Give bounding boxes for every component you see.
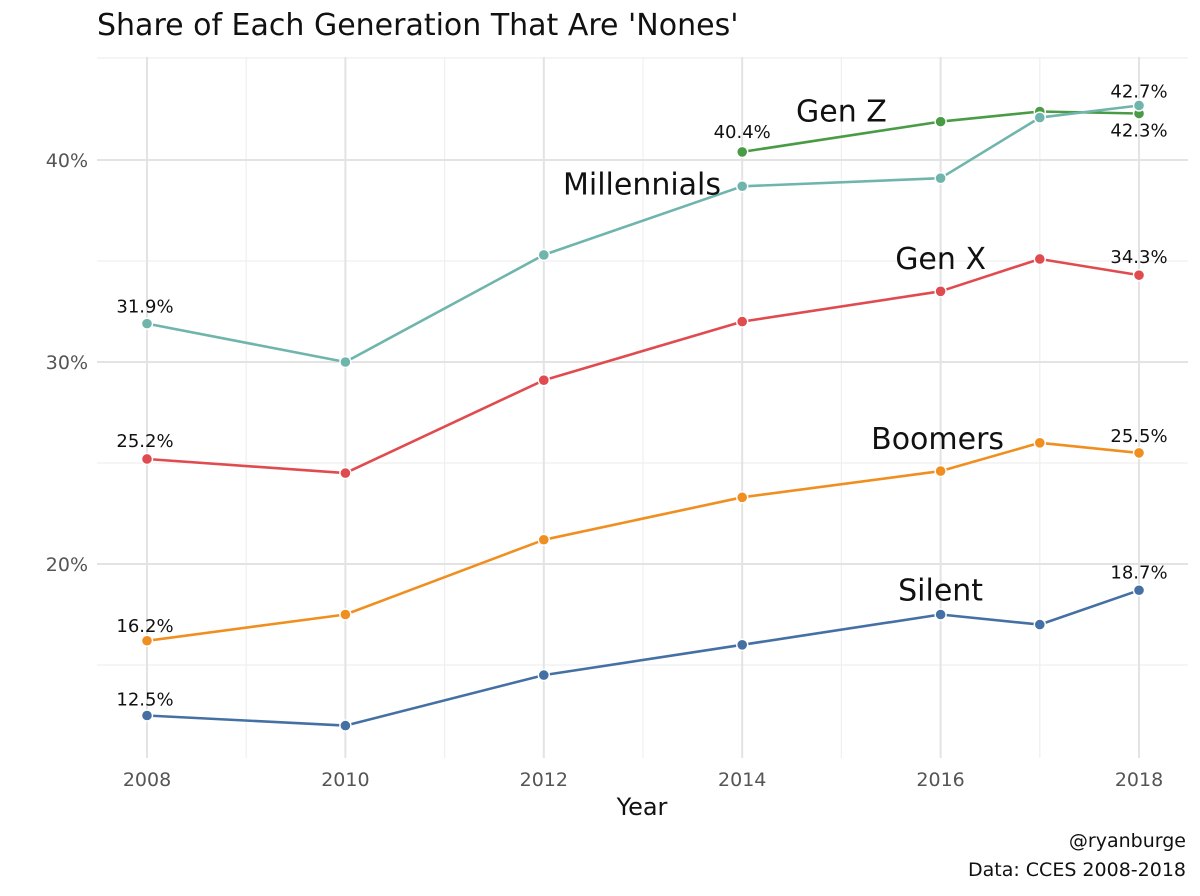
series-boomers (140, 436, 1146, 647)
data-label: 18.7% (1110, 562, 1167, 583)
data-point-silent (934, 608, 947, 621)
data-point-millennials (934, 171, 947, 185)
data-point-millennials (1033, 111, 1047, 124)
data-labels: 40.4% 42.7% 42.3% 31.9% 34.3% 25.2% 25.5% 16.2%… (116, 81, 1167, 710)
series-silent (140, 584, 1146, 732)
data-point-silent (736, 638, 749, 651)
data-point-gen-x (1132, 268, 1146, 282)
data-point-gen-x (537, 373, 550, 387)
data-point-silent (339, 719, 352, 732)
x-tick-label: 2008 (123, 769, 171, 791)
series-label-millennials: Millennials (563, 167, 721, 202)
data-label: 34.3% (1110, 247, 1167, 268)
data-point-millennials (736, 180, 749, 193)
series-label-silent: Silent (898, 573, 983, 608)
y-tick-label: 40% (46, 150, 88, 172)
x-tick-label: 2012 (520, 769, 568, 791)
data-label: 40.4% (714, 122, 771, 143)
data-point-boomers (1033, 436, 1047, 449)
series-millennials (140, 99, 1146, 369)
chart-title: Share of Each Generation That Are 'Nones… (97, 8, 738, 43)
data-label: 31.9% (116, 297, 173, 318)
caption-source: Data: CCES 2008-2018 (968, 859, 1186, 881)
x-tick-label: 2010 (321, 769, 369, 791)
x-tick-label: 2016 (916, 769, 964, 791)
y-axis-ticks: 20% 30% 40% (46, 150, 88, 576)
data-point-millennials (339, 355, 352, 369)
data-point-boomers (1132, 446, 1146, 460)
data-point-millennials (1132, 99, 1146, 112)
data-point-millennials (140, 317, 154, 330)
data-point-millennials (537, 248, 550, 262)
x-axis-ticks: 2008 2010 2012 2014 2016 2018 (123, 769, 1163, 791)
data-label: 25.2% (116, 431, 173, 452)
data-label: 42.7% (1110, 81, 1167, 102)
data-point-gen-z (736, 145, 749, 159)
data-point-gen-x (140, 452, 154, 466)
series-labels: Gen Z Millennials Gen X Boomers Silent (563, 95, 1004, 609)
y-tick-label: 30% (46, 352, 88, 374)
data-point-gen-z (934, 115, 947, 128)
series-gen-x (140, 252, 1146, 480)
data-point-boomers (934, 464, 947, 478)
data-label: 42.3% (1110, 121, 1167, 142)
data-point-silent (1033, 618, 1047, 631)
data-point-gen-x (934, 285, 947, 298)
data-point-silent (537, 668, 550, 682)
data-label: 16.2% (116, 616, 173, 637)
series-label-gen-z: Gen Z (796, 95, 887, 130)
minor-gridlines (97, 57, 1188, 758)
data-point-silent (1132, 584, 1146, 597)
series-lines (140, 99, 1146, 732)
data-label: 12.5% (116, 690, 173, 711)
data-point-boomers (140, 634, 154, 647)
data-point-gen-x (736, 315, 749, 328)
data-point-boomers (339, 608, 352, 621)
x-tick-label: 2018 (1115, 769, 1163, 791)
caption-handle: @ryanburge (1069, 830, 1186, 852)
data-point-boomers (537, 533, 550, 546)
y-tick-label: 20% (46, 554, 88, 576)
data-label: 25.5% (1110, 426, 1167, 447)
x-tick-label: 2014 (718, 769, 766, 791)
series-label-boomers: Boomers (871, 422, 1004, 457)
data-point-silent (140, 709, 154, 722)
data-point-gen-x (339, 466, 352, 480)
x-axis-title: Year (616, 793, 668, 821)
data-point-gen-x (1033, 252, 1047, 266)
data-point-boomers (736, 491, 749, 504)
series-label-gen-x: Gen X (895, 242, 986, 277)
